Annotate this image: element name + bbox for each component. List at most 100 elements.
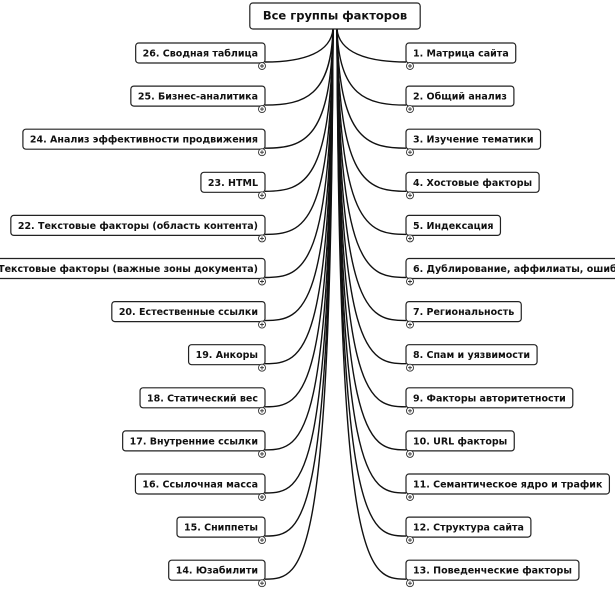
connector (264, 28, 334, 580)
node-label: 19. Анкоры (196, 350, 258, 361)
expand-icon[interactable] (258, 449, 266, 458)
node[interactable]: 18. Статический вес (139, 387, 266, 415)
expand-icon[interactable] (406, 277, 414, 286)
node-box (405, 559, 580, 581)
node[interactable]: 3. Изучение тематики (405, 128, 542, 157)
expand-icon[interactable] (258, 148, 266, 157)
node[interactable]: 2. Общий анализ (405, 85, 515, 114)
expand-icon[interactable] (406, 105, 414, 114)
node[interactable]: 25. Бизнес-аналитика (130, 85, 266, 114)
expand-icon[interactable] (258, 320, 266, 329)
expand-icon[interactable] (258, 493, 266, 501)
node-box (405, 516, 532, 538)
node[interactable]: 24. Анализ эффективности продвижения (22, 128, 266, 157)
icon-plus (408, 107, 412, 112)
icon-plus (408, 279, 412, 284)
node-label: 8. Спам и уязвимости (413, 350, 530, 361)
node-box (405, 387, 574, 409)
icon-plus (260, 408, 264, 413)
node-label: 21. Текстовые факторы (важные зоны докум… (0, 264, 258, 275)
node[interactable]: 19. Анкоры (187, 344, 266, 372)
expand-icon[interactable] (258, 191, 266, 200)
connector (336, 28, 407, 106)
node[interactable]: 23. HTML (200, 171, 266, 200)
expand-icon[interactable] (406, 536, 414, 545)
node-label: 9. Факторы авторитетности (413, 393, 566, 404)
icon-plus (260, 279, 264, 284)
node-box (139, 387, 266, 409)
expand-icon[interactable] (258, 62, 266, 70)
expand-icon[interactable] (406, 363, 414, 372)
expand-icon[interactable] (406, 62, 414, 70)
node[interactable]: 6. Дублирование, аффилиаты, ошибки (405, 257, 615, 286)
icon-plus (408, 365, 412, 370)
icon-plus (260, 236, 264, 241)
expand-icon[interactable] (406, 406, 414, 415)
node-box (122, 430, 266, 452)
icon-plus (260, 495, 264, 499)
node-box (405, 42, 517, 64)
icon-plus (260, 64, 264, 68)
icon-plus (260, 107, 264, 112)
node-box (200, 171, 266, 193)
node-label: 2. Общий анализ (413, 92, 507, 103)
expand-icon[interactable] (406, 191, 414, 200)
icon-plus (260, 365, 264, 370)
icon-plus (260, 150, 264, 155)
node[interactable]: 4. Хостовые факторы (405, 171, 540, 200)
node-box (405, 473, 611, 495)
node-box (405, 344, 538, 366)
node-label: 17. Внутренние ссылки (130, 436, 258, 447)
node[interactable]: 11. Семантическое ядро и трафик (405, 473, 611, 501)
node[interactable]: 17. Внутренние ссылки (122, 430, 266, 458)
node-box (135, 42, 266, 64)
node[interactable]: 22. Текстовые факторы (область контента) (10, 214, 266, 243)
node-box (405, 85, 515, 107)
connector (264, 28, 334, 279)
icon-plus (408, 451, 412, 456)
node[interactable]: 1. Матрица сайта (405, 42, 517, 70)
node-box (134, 473, 266, 495)
node[interactable]: 14. Юзабилити (168, 559, 266, 588)
expand-icon[interactable] (258, 579, 266, 588)
expand-icon[interactable] (258, 536, 266, 545)
icon-plus (408, 236, 412, 241)
expand-icon[interactable] (258, 277, 266, 286)
node[interactable]: 20. Естественные ссылки (111, 301, 266, 329)
expand-icon[interactable] (406, 148, 414, 157)
node[interactable]: 10. URL факторы (405, 430, 515, 458)
icon-plus (408, 193, 412, 198)
expand-icon[interactable] (258, 234, 266, 243)
connector (264, 28, 334, 149)
expand-icon[interactable] (406, 234, 414, 243)
node[interactable]: 9. Факторы авторитетности (405, 387, 574, 415)
node[interactable]: 13. Поведенческие факторы (405, 559, 580, 588)
node-box (130, 85, 266, 107)
expand-icon[interactable] (406, 493, 414, 501)
node-label: 11. Семантическое ядро и трафик (413, 480, 603, 491)
icon-plus (408, 322, 412, 327)
expand-icon[interactable] (258, 363, 266, 372)
node[interactable]: 21. Текстовые факторы (важные зоны докум… (0, 257, 266, 286)
node[interactable]: 8. Спам и уязвимости (405, 344, 538, 372)
node-box (405, 171, 540, 193)
icon-plus (408, 408, 412, 413)
expand-icon[interactable] (258, 406, 266, 415)
expand-icon[interactable] (406, 579, 414, 588)
node-label: 26. Сводная таблица (143, 49, 258, 60)
node[interactable]: 15. Сниппеты (176, 516, 266, 545)
node-label: 22. Текстовые факторы (область контента) (18, 221, 258, 232)
node[interactable]: 26. Сводная таблица (135, 42, 266, 70)
node[interactable]: 5. Индексация (405, 214, 502, 243)
node[interactable]: 12. Структура сайта (405, 516, 532, 545)
icon-plus (408, 150, 412, 155)
node-box (405, 214, 502, 236)
expand-icon[interactable] (406, 320, 414, 329)
node-box (405, 301, 522, 323)
expand-icon[interactable] (406, 449, 414, 458)
expand-icon[interactable] (258, 105, 266, 114)
node[interactable]: 7. Региональность (405, 301, 522, 329)
node[interactable]: 16. Ссылочная масса (134, 473, 266, 501)
node-box (405, 128, 542, 150)
